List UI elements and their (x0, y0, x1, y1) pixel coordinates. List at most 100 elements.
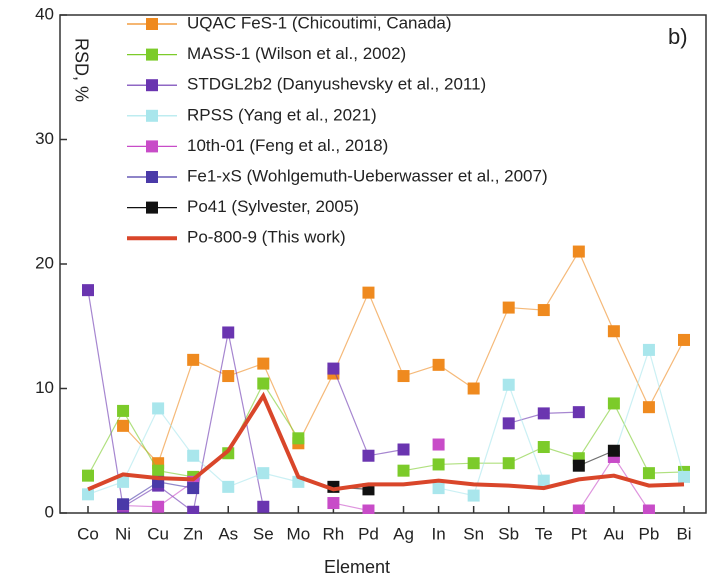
x-tick-label: Ni (115, 524, 131, 543)
legend-label: Po-800-9 (This work) (187, 228, 346, 247)
marker (152, 402, 165, 415)
marker (537, 304, 550, 317)
marker (502, 378, 515, 391)
series-line (613, 347, 685, 478)
x-tick-label: Pd (358, 524, 379, 543)
marker (187, 505, 200, 514)
marker (607, 397, 620, 410)
marker (502, 301, 515, 314)
marker (432, 438, 445, 451)
y-tick-label: 0 (45, 502, 54, 521)
marker (572, 406, 585, 419)
marker (117, 498, 130, 511)
marker (467, 489, 480, 502)
x-tick-label: Pt (571, 524, 587, 543)
marker (327, 497, 340, 510)
marker (327, 362, 340, 375)
legend-label: Fe1-xS (Wohlgemuth-Ueberwasser et al., 2… (187, 166, 548, 185)
marker (642, 504, 655, 514)
marker (82, 284, 94, 297)
marker (537, 474, 550, 487)
marker (397, 370, 410, 383)
marker (572, 504, 585, 514)
legend-label: STDGL2b2 (Danyushevsky et al., 2011) (187, 75, 486, 94)
marker (257, 467, 270, 480)
series-line (438, 382, 545, 497)
marker (362, 504, 375, 514)
marker (152, 464, 165, 477)
marker (467, 457, 480, 470)
marker (642, 467, 655, 480)
marker (678, 333, 690, 346)
x-tick-label: Mo (287, 524, 311, 543)
legend-label: MASS-1 (Wilson et al., 2002) (187, 44, 406, 63)
marker (187, 482, 200, 495)
marker (642, 343, 655, 356)
x-tick-label: Zn (183, 524, 203, 543)
x-tick-label: As (218, 524, 238, 543)
legend-marker (146, 109, 158, 122)
y-axis-label: RSD, % (71, 38, 91, 102)
marker (222, 480, 235, 493)
marker (642, 401, 655, 414)
legend-marker (146, 48, 158, 61)
legend-label: UQAC FeS-1 (Chicoutimi, Canada) (187, 13, 452, 32)
legend-marker (146, 79, 158, 92)
marker (432, 482, 445, 495)
marker (502, 457, 515, 470)
legend-label: RPSS (Yang et al., 2021) (187, 105, 377, 124)
legend-marker (146, 18, 158, 30)
y-tick-label: 40 (35, 4, 54, 23)
x-tick-label: Sb (498, 524, 519, 543)
marker (257, 357, 270, 370)
marker (467, 382, 480, 395)
marker (432, 358, 445, 371)
y-tick-label: 30 (35, 129, 54, 148)
marker (257, 377, 270, 390)
marker (572, 245, 585, 258)
y-tick-label: 10 (35, 378, 54, 397)
marker (117, 419, 130, 432)
x-tick-label: Ag (393, 524, 414, 543)
x-axis-label: Element (324, 557, 390, 577)
marker (152, 500, 165, 513)
legend-marker (146, 171, 158, 183)
marker (678, 470, 690, 483)
marker (397, 443, 410, 456)
x-tick-label: In (431, 524, 445, 543)
annotation: b) (668, 24, 688, 49)
x-tick-label: Au (603, 524, 624, 543)
marker (117, 404, 130, 417)
marker (292, 432, 305, 445)
x-tick-label: Rh (323, 524, 345, 543)
marker (572, 459, 585, 472)
series-line (332, 368, 404, 457)
legend-marker (146, 140, 158, 153)
marker (257, 500, 270, 513)
marker (362, 449, 375, 462)
legend-marker (146, 201, 158, 214)
x-tick-label: Se (253, 524, 274, 543)
series-line (87, 290, 264, 513)
marker (82, 488, 94, 501)
marker (222, 370, 235, 383)
legend-label: 10th-01 (Feng et al., 2018) (187, 136, 388, 155)
x-tick-label: Cu (147, 524, 169, 543)
x-tick-label: Bi (676, 524, 691, 543)
marker (362, 286, 375, 299)
marker (607, 444, 620, 457)
marker (432, 458, 445, 471)
marker (82, 469, 94, 482)
marker (222, 326, 235, 339)
y-tick-label: 20 (35, 253, 54, 272)
marker (187, 449, 200, 462)
x-tick-label: Te (535, 524, 553, 543)
legend-label: Po41 (Sylvester, 2005) (187, 197, 359, 216)
marker (502, 417, 515, 430)
marker (537, 407, 550, 420)
x-tick-label: Co (77, 524, 99, 543)
plot-area (82, 245, 690, 514)
x-tick-label: Pb (639, 524, 660, 543)
series-line (122, 250, 685, 465)
